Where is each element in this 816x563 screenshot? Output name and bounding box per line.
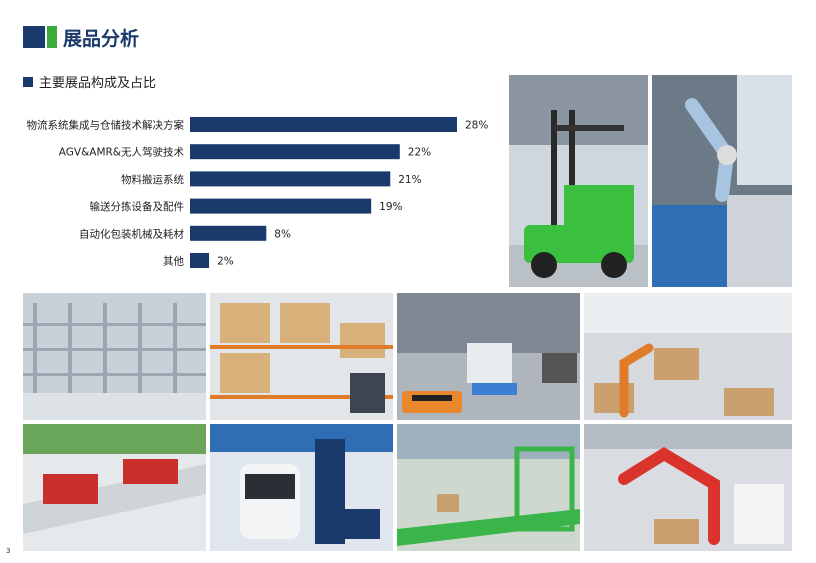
page-title: 展品分析 [63,28,140,50]
photo-shuttle-warehouse [23,293,206,420]
bar [190,198,372,214]
photo-electric-forklift [509,75,648,287]
bar-value-label: 8% [274,228,291,240]
warehouse-shelving-image [23,293,206,420]
green-sorting-line-image [397,424,580,551]
photo-agv-robots [397,293,580,420]
bar-value-label: 28% [465,120,488,132]
category-label: AGV&AMR&无人驾驶技术 [59,146,185,159]
category-label: 物流系统集成与仓储技术解决方案 [27,119,185,132]
agv-robots-image [397,293,580,420]
exhibit-share-bar-chart: 物流系统集成与仓储技术解决方案 28% AGV&AMR&无人驾驶技术 22% 物料搬运系… [27,117,488,268]
bar-value-label: 21% [398,174,421,186]
bar [190,253,210,268]
category-label: 自动化包装机械及耗材 [79,227,184,240]
subtitle-marker [23,77,33,87]
robot-boxes-image [584,293,792,420]
photo-red-palletizing-robot [584,424,792,551]
category-label: 输送分拣设备及配件 [90,200,185,213]
bar [190,225,267,241]
photo-red-conveyor [23,424,206,551]
palletizing-robot-image [584,424,792,551]
photo-pallet-racking [210,293,393,420]
bar-value-label: 19% [379,201,402,213]
category-label: 其他 [163,255,184,268]
photo-robot-boxes [584,293,792,420]
pallet-racking-image [210,293,393,420]
category-label: 物料搬运系统 [121,173,184,186]
photo-autonomous-vehicles [210,424,393,551]
bar-value-label: 22% [408,147,431,159]
forklift-image [509,75,648,287]
photo-robot-arm-crate [652,75,792,287]
red-conveyor-image [23,424,206,551]
title-marker-blue [23,26,45,48]
section-subtitle: 主要展品构成及占比 [39,76,157,91]
bar [190,117,457,132]
title-marker-green [47,26,57,48]
robot-arm-image [652,75,792,287]
bar [190,144,400,160]
bar [190,171,391,187]
bar-value-label: 2% [217,256,234,268]
page-number: 3 [6,547,11,555]
photo-green-sorting-line [397,424,580,551]
autonomous-vehicles-image [210,424,393,551]
